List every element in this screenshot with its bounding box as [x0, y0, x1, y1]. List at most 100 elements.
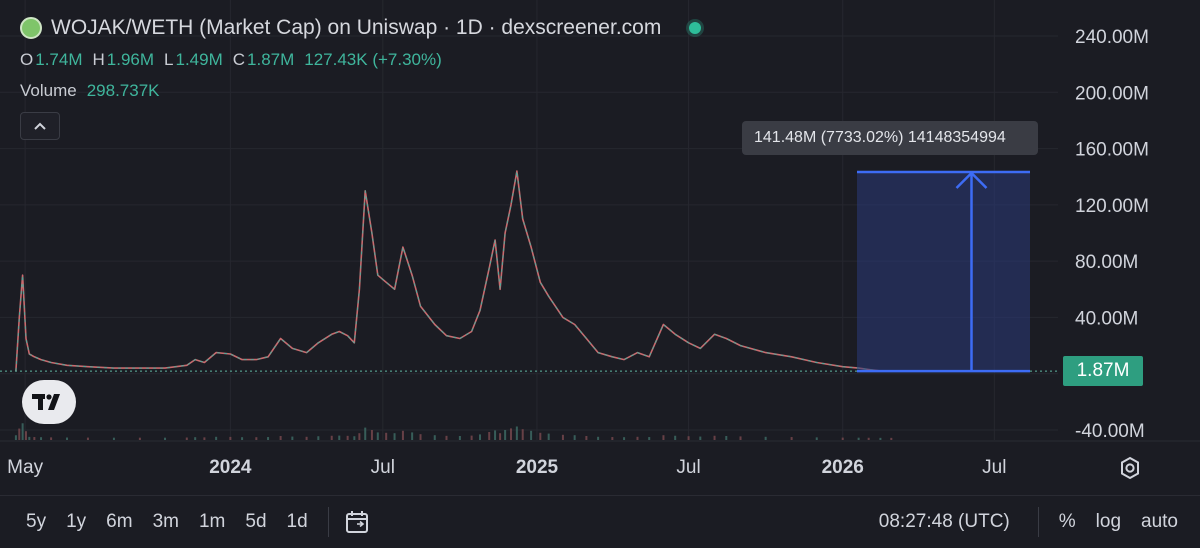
volume-bar	[611, 437, 614, 440]
volume-bar	[66, 437, 69, 440]
measure-arrow-head-icon	[955, 171, 988, 189]
volume-bar	[291, 436, 294, 440]
volume-bar	[33, 437, 36, 440]
volume-bar	[890, 437, 893, 440]
y-tick-label: 40.00M	[1075, 308, 1138, 329]
volume-bar	[585, 436, 588, 440]
chart-area[interactable]: 240.00M 200.00M 160.00M 120.00M 80.00M 40.00M…	[0, 0, 1200, 495]
timeframe-3m-button[interactable]: 3m	[152, 510, 179, 532]
last-price-badge: 1.87M	[1063, 356, 1143, 386]
ohlc-close-value: 1.87M	[247, 50, 295, 69]
volume-bar	[24, 431, 27, 440]
volume-bar	[815, 437, 818, 440]
volume-bar	[317, 436, 320, 440]
chart-header: WOJAK/WETH (Market Cap) on Uniswap · 1D …	[20, 16, 702, 40]
auto-scale-button[interactable]: auto	[1141, 511, 1178, 532]
volume-bar	[203, 437, 206, 440]
volume-bar	[229, 436, 232, 440]
volume-bar	[713, 435, 716, 440]
volume-bar	[867, 437, 870, 440]
volume-bar	[561, 434, 564, 440]
volume-bar	[50, 437, 53, 440]
x-tick-label: Jul	[676, 457, 700, 478]
volume-bar	[194, 437, 197, 440]
volume-bar	[597, 436, 600, 440]
volume-bar	[739, 436, 742, 440]
utc-clock[interactable]: 08:27:48 (UTC)	[878, 511, 1010, 532]
volume-bar	[699, 436, 702, 440]
x-tick-label: 2024	[209, 457, 252, 478]
timeframe-1y-button[interactable]: 1y	[66, 510, 87, 532]
volume-bar	[338, 435, 341, 440]
collapse-legend-button[interactable]	[20, 112, 60, 140]
volume-bar	[530, 430, 533, 440]
volume-bar	[433, 435, 436, 440]
volume-bar	[305, 436, 308, 440]
date-range-calendar-icon[interactable]	[343, 508, 371, 536]
timeframe-group: 5y 1y 6m 3m 1m 5d 1d	[16, 511, 318, 533]
tradingview-logo-icon[interactable]	[22, 380, 76, 424]
x-tick-label: Jul	[982, 457, 1006, 478]
volume-bar	[364, 427, 367, 440]
price-line	[15, 170, 892, 372]
volume-bar	[445, 435, 448, 440]
volume-bar	[279, 436, 282, 440]
volume-bar	[857, 437, 860, 440]
scale-tools: 08:27:48 (UTC) % log auto	[869, 496, 1188, 548]
volume-bar	[376, 432, 379, 440]
volume-bar	[267, 437, 270, 440]
volume-bar	[478, 434, 481, 440]
timeframe-1d-button[interactable]: 1d	[286, 510, 308, 532]
volume-bar	[499, 433, 502, 440]
volume-bar	[112, 437, 115, 440]
volume-bar	[662, 435, 665, 440]
volume-bar	[138, 437, 141, 440]
timeframe-6m-button[interactable]: 6m	[106, 510, 133, 532]
x-tick-label: Jul	[371, 457, 395, 478]
volume-bar	[648, 437, 651, 440]
volume-bar	[164, 437, 167, 440]
volume-bar	[28, 436, 31, 440]
volume-bar	[419, 434, 422, 440]
volume-bar	[674, 435, 677, 440]
volume-bar	[370, 430, 373, 440]
chart-svg[interactable]: 240.00M 200.00M 160.00M 120.00M 80.00M 40.00M…	[0, 0, 1200, 495]
ohlc-low-value: 1.49M	[175, 50, 223, 69]
volume-bar	[623, 437, 626, 440]
timeframe-1m-button[interactable]: 1m	[198, 510, 226, 532]
volume-bar	[40, 437, 43, 440]
y-tick-label: 200.00M	[1075, 83, 1149, 104]
token-logo	[20, 17, 42, 39]
ohlc-low-key: L	[164, 50, 174, 69]
chevron-up-icon	[34, 122, 46, 130]
log-scale-button[interactable]: log	[1095, 511, 1122, 532]
volume-bar	[573, 435, 576, 440]
chart-title: WOJAK/WETH (Market Cap) on Uniswap · 1D …	[51, 16, 662, 39]
volume-bar	[687, 436, 690, 440]
volume-bar	[488, 432, 491, 440]
volume-bar	[547, 433, 550, 440]
price-line-highlight	[15, 170, 892, 372]
volume-bar	[515, 426, 518, 440]
volume-bar	[790, 437, 793, 440]
x-tick-label: 2025	[516, 457, 559, 478]
volume-bar	[841, 437, 844, 440]
volume-bar	[636, 436, 639, 440]
volume-bar	[509, 428, 512, 440]
y-tick-label: 120.00M	[1075, 196, 1149, 217]
percent-scale-button[interactable]: %	[1058, 511, 1076, 532]
timeframe-5y-button[interactable]: 5y	[26, 510, 47, 532]
volume-bar	[458, 436, 461, 440]
tv-glyph-icon	[32, 394, 60, 410]
volume-bar	[346, 435, 349, 440]
ohlc-open-value: 1.74M	[35, 50, 83, 69]
volume-bar	[393, 433, 396, 440]
y-tick-label: 80.00M	[1075, 252, 1138, 273]
volume-bar	[725, 436, 728, 440]
volume-bar	[185, 437, 188, 440]
bottom-toolbar: 5y 1y 6m 3m 1m 5d 1d 08:27:48 (UTC) % lo…	[0, 495, 1200, 547]
timeframe-5d-button[interactable]: 5d	[245, 510, 267, 532]
volume-bar	[358, 433, 361, 440]
settings-gear-icon[interactable]	[1117, 455, 1143, 481]
ohlc-high-key: H	[92, 50, 105, 69]
